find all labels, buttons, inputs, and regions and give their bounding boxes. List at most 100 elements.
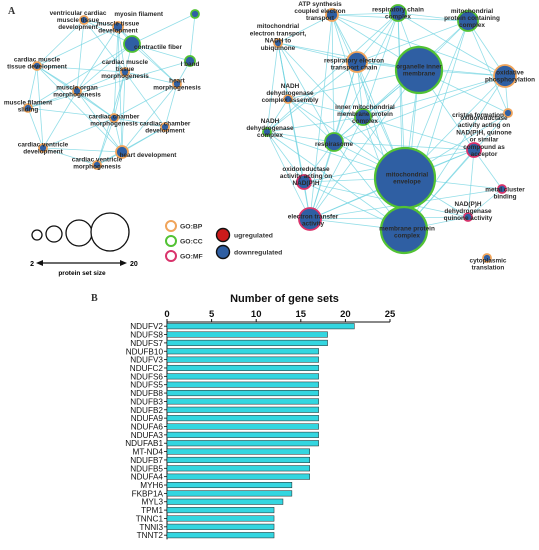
network-edge [356, 20, 469, 63]
network-edge [333, 75, 506, 143]
network-edge [76, 43, 133, 92]
network-edge [266, 116, 364, 133]
node-imm: inner mitochondrial membrane protein compl… [335, 103, 395, 126]
node-circle [123, 35, 141, 53]
network-edge [266, 42, 279, 133]
category-label: NDUFS8 [130, 331, 163, 340]
node-label: muscle tissue development [97, 20, 140, 34]
node-ccd: cardiac chamber development [140, 120, 191, 134]
legend-bp-label: GO:BP [180, 223, 203, 230]
node-iband: I band [181, 55, 199, 68]
node-circle [298, 207, 322, 231]
x-tick-label: 15 [296, 309, 307, 320]
network-edge [76, 71, 126, 92]
node-label: ventricular cardiac muscle tissue developm… [50, 9, 107, 30]
node-circle [38, 143, 48, 153]
category-label: NDUFA4 [131, 473, 164, 482]
node-circle [32, 61, 42, 71]
network-edge [117, 26, 126, 73]
network-edge [309, 141, 335, 220]
network-edge [76, 26, 119, 92]
arrow-head-left [36, 260, 43, 266]
bar-NDUFS8 [166, 331, 328, 338]
node-label: muscle organ morphogenesis [53, 84, 101, 98]
node-label: cardiac ventricle morphogenesis [72, 156, 123, 170]
network-edge [113, 83, 178, 119]
bar-TNNT2 [166, 532, 275, 539]
category-label: NDUFC2 [130, 364, 164, 373]
network-edge [124, 71, 166, 128]
network-edge [76, 19, 85, 92]
network-edge [266, 98, 289, 133]
category-label: NDUFA9 [131, 414, 164, 423]
node-atp: ATP synthesis coupled electron transport [294, 0, 346, 22]
x-tick-label: 5 [209, 309, 215, 320]
network-edge [467, 149, 475, 218]
category-label: NDUFB8 [130, 389, 163, 398]
network-edge [124, 71, 178, 85]
x-tick-label: 25 [385, 309, 396, 320]
node-label: oxidoreductase activity acting on NAD(P)H,… [456, 115, 512, 158]
node-mitoenv: mitochondrial envelope [373, 146, 437, 210]
network-edge [331, 14, 506, 77]
bar-NDUFS7 [166, 339, 328, 346]
bar-NDUFB7 [166, 456, 310, 463]
network-edge [277, 42, 358, 63]
network-edge [36, 26, 119, 67]
network-edge [266, 131, 311, 220]
node-label: cytoplasmic translation [470, 257, 507, 271]
node-mpcc: mitochondrial protein containing complex [444, 7, 500, 32]
node-label: mitochondrial protein containing complex [444, 7, 500, 28]
node-heartmorph: heart morphogenesis [153, 77, 201, 91]
node-oxnad: oxidoreductase activity acting on NAD(P)H,… [456, 115, 512, 158]
node-circle [457, 10, 479, 32]
node-retc: respiratory electron transport chain [324, 51, 384, 73]
node-label: mitochondrial envelope [386, 171, 428, 185]
node-contractile: contractile fiber [123, 35, 182, 53]
node-label: organelle inner membrane [396, 63, 442, 77]
node-eta: electron transfer activity [288, 207, 339, 231]
node-oxnadph: oxidoreductase activity acting on NAD(P)H [280, 165, 332, 190]
bar-NDUFC2 [166, 364, 319, 371]
node-metn: mitochondrial electron transport, NADH to u… [250, 23, 307, 52]
node-label: myosin filament [114, 11, 164, 18]
network-edge [309, 14, 333, 220]
network-edge [266, 61, 358, 133]
node-circle [466, 142, 482, 158]
node-label: respiratory electron transport chain [324, 57, 384, 71]
network-edge [467, 20, 509, 114]
network-edge [36, 65, 126, 73]
legend-bp-swatch [165, 220, 177, 232]
network-edge [42, 117, 115, 149]
x-tick-label: 10 [251, 309, 262, 320]
network-edge [287, 98, 364, 118]
x-tick-label: 0 [164, 309, 169, 320]
category-label: NDUFA6 [131, 423, 164, 432]
category-label: NDUFS7 [130, 339, 163, 348]
network-edge [27, 107, 115, 119]
category-label: NDUFB2 [130, 406, 163, 415]
node-circle [72, 86, 82, 96]
network-edge [397, 12, 469, 22]
bar-NDUFB5 [166, 465, 310, 472]
legend-cc-swatch [165, 235, 177, 247]
category-label: NDUFB3 [130, 397, 163, 406]
category-label: TNNI3 [139, 523, 163, 532]
node-cmtm: cardiac muscle tissue morphogenesis [101, 58, 149, 79]
network-edge [164, 83, 178, 128]
network-edge [83, 19, 126, 73]
network-edge [331, 14, 335, 143]
network-edge [331, 12, 399, 16]
network-edge [113, 117, 166, 128]
node-label: cardiac muscle tissue development [7, 56, 68, 70]
bar-MT-ND4 [166, 448, 310, 455]
node-circle [23, 103, 33, 113]
bar-NDUFA4 [166, 473, 310, 480]
bar-NDUFB2 [166, 406, 319, 413]
network-edge [76, 90, 123, 153]
bar-NDUFS5 [166, 381, 319, 388]
network-edge [36, 65, 123, 153]
bar-TNNC1 [166, 515, 275, 522]
bar-NDUFB10 [166, 348, 319, 355]
